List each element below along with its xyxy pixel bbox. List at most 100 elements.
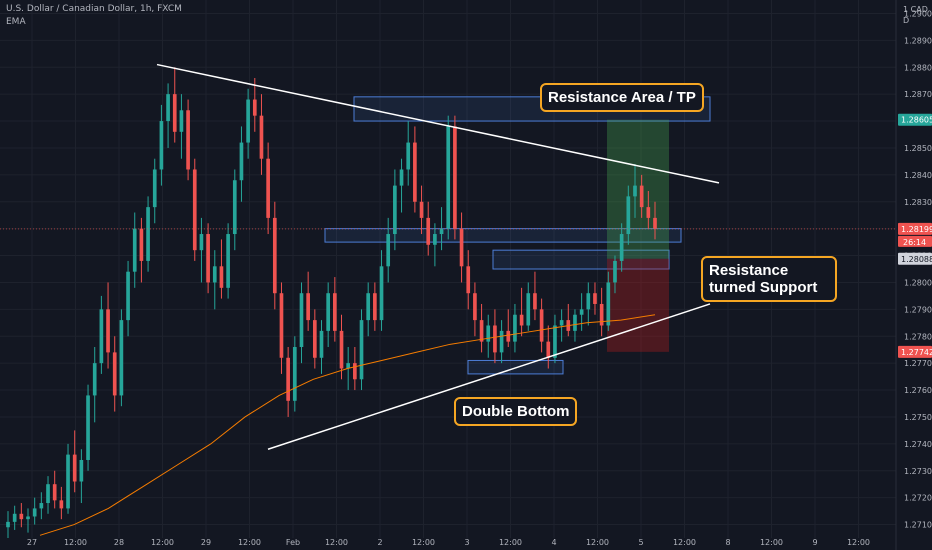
candle-body	[186, 110, 190, 170]
candle-body	[379, 266, 384, 321]
candle-body	[466, 266, 471, 294]
candle-body	[406, 142, 411, 170]
candle-body	[19, 513, 24, 520]
ascending-trendline	[267, 303, 711, 450]
x-tick-label: 12:00	[151, 538, 174, 547]
y-tick-label: 1.27700	[904, 359, 932, 368]
y-tick-label: 1.27300	[904, 467, 932, 476]
candle-body	[272, 217, 277, 294]
symbol-title[interactable]: U.S. Dollar / Canadian Dollar, 1h, FXCM	[6, 4, 182, 14]
candle-body	[373, 293, 377, 321]
candle-body	[26, 516, 30, 520]
candle-body	[99, 309, 104, 364]
price-badge-bg	[898, 113, 932, 126]
price-badge-bg	[898, 345, 932, 358]
candle-body	[206, 234, 210, 283]
candle-body	[573, 314, 577, 331]
candle-body	[459, 228, 464, 267]
candle-body	[533, 293, 537, 310]
candle-body	[593, 293, 597, 304]
x-tick-label: 2	[377, 538, 382, 547]
candle-body	[72, 454, 77, 482]
candle-body	[553, 325, 557, 358]
countdown-label: 26:14	[903, 238, 926, 247]
candle-body	[646, 207, 651, 218]
candle-body	[266, 158, 270, 218]
stop-zone	[607, 258, 669, 352]
y-tick-label: 1.27800	[904, 332, 932, 341]
target-zone	[607, 119, 669, 259]
x-tick-label: 4	[551, 538, 556, 547]
candle-body	[199, 234, 204, 251]
y-tick-label: 1.28000	[904, 278, 932, 287]
candle-body	[232, 180, 237, 235]
callout-resistance-turned-support: Resistance turned Support	[701, 256, 837, 302]
candle-body	[559, 320, 564, 326]
x-tick-label: 5	[638, 538, 643, 547]
candle-body	[333, 293, 337, 331]
x-tick-label: 12:00	[673, 538, 696, 547]
candle-body	[513, 314, 517, 342]
candle-body	[579, 309, 584, 315]
candle-body	[499, 330, 504, 353]
x-tick-label: 9	[812, 538, 817, 547]
time-axis[interactable]: 27 12:00 28 12:00 29 12:00 Feb 12:00 2 12:00 3 12:0…	[27, 538, 870, 547]
callout-resistance-area: Resistance Area / TP	[540, 83, 704, 112]
candle-body	[226, 234, 230, 288]
candle-body	[306, 293, 310, 321]
x-tick-label: 3	[464, 538, 469, 547]
y-tick-label: 1.27500	[904, 413, 932, 422]
candle-body	[426, 217, 431, 245]
candle-body	[219, 266, 224, 288]
y-tick-label: 1.27400	[904, 440, 932, 449]
candle-body	[312, 320, 317, 358]
x-tick-label: Feb	[286, 538, 300, 547]
indicator-label-ema[interactable]: EMA	[6, 17, 26, 27]
candle-body	[286, 357, 290, 401]
candle-body	[473, 293, 477, 321]
x-tick-label: 12:00	[325, 538, 348, 547]
candle-body	[132, 228, 137, 272]
candle-body	[59, 500, 64, 509]
y-tick-label: 1.27600	[904, 386, 932, 395]
price-badges: 1.28605 1.28199 26:14 1.28088 1.27742	[898, 113, 932, 358]
candle-body	[146, 207, 150, 261]
candle-body	[393, 185, 397, 235]
candle-body	[479, 320, 484, 342]
price-badge-bg	[898, 252, 932, 265]
price-badge-label: 1.28199	[901, 225, 932, 234]
candle-body	[653, 217, 657, 229]
x-tick-label: 12:00	[64, 538, 87, 547]
x-tick-label: 12:00	[499, 538, 522, 547]
candle-body	[453, 126, 457, 229]
currency-button[interactable]: 1 CAD D	[903, 5, 928, 25]
candle-body	[339, 330, 344, 369]
candles-layer	[6, 67, 657, 538]
candle-body	[633, 185, 637, 197]
candle-body	[159, 121, 164, 170]
x-tick-label: 27	[27, 538, 37, 547]
candle-body	[112, 352, 117, 396]
candle-body	[252, 99, 257, 116]
candle-body	[12, 513, 17, 522]
price-badge-label: 1.28605	[901, 116, 932, 125]
candle-body	[192, 169, 197, 251]
price-badge-bg	[898, 222, 932, 235]
candle-body	[486, 325, 491, 342]
candle-body	[399, 169, 404, 186]
candle-body	[346, 363, 351, 369]
candle-body	[619, 234, 624, 261]
candle-body	[259, 115, 264, 159]
candle-body	[139, 228, 144, 261]
candle-body	[366, 293, 371, 321]
candle-body	[446, 126, 451, 229]
x-tick-label: 12:00	[760, 538, 783, 547]
candle-body	[639, 185, 644, 208]
callout-double-bottom: Double Bottom	[454, 397, 578, 426]
candle-body	[212, 266, 217, 283]
candle-body	[172, 94, 177, 132]
candle-body	[606, 282, 611, 326]
y-tick-label: 1.28800	[904, 63, 932, 72]
candle-body	[626, 196, 631, 235]
candle-body	[239, 142, 244, 181]
